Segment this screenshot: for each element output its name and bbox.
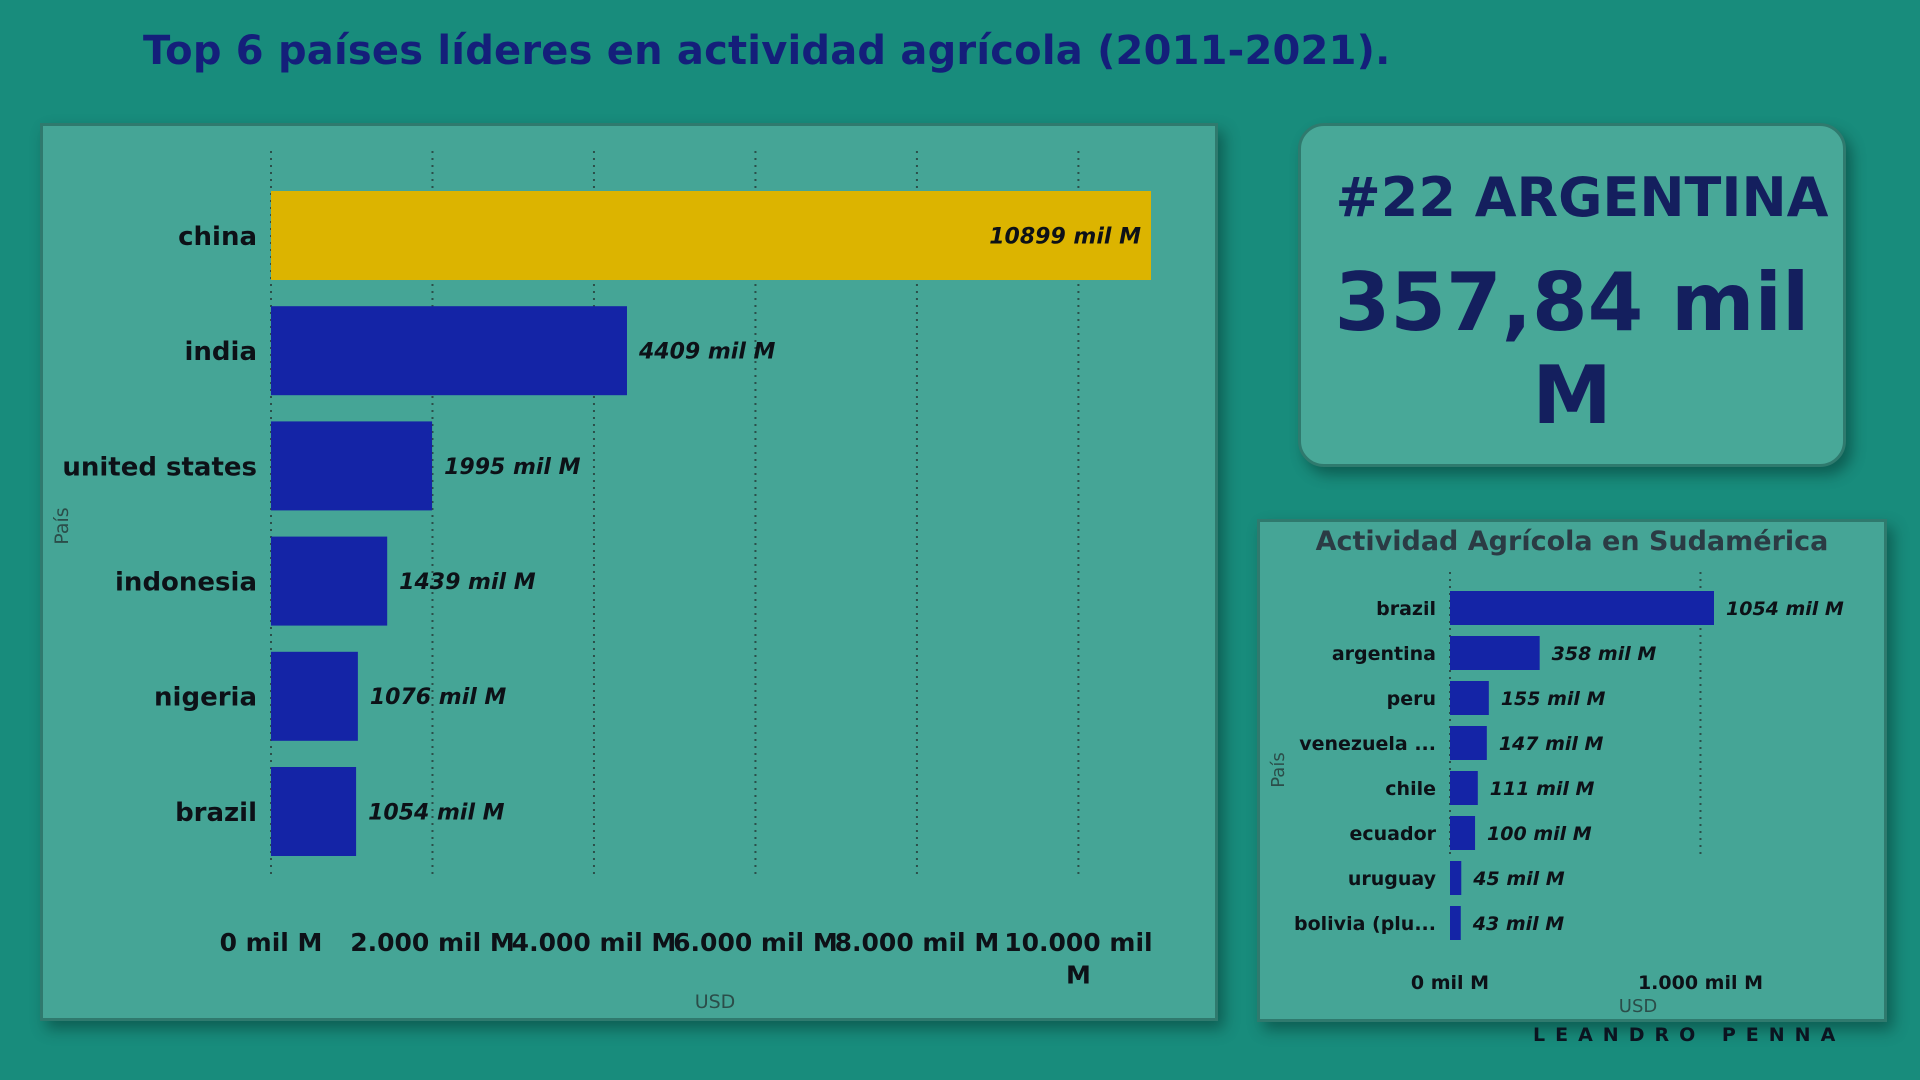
category-label-1: argentina xyxy=(1332,643,1436,665)
tick-label-2: 4.000 mil M xyxy=(512,928,677,957)
page-title: Top 6 países líderes en actividad agríco… xyxy=(143,28,1391,74)
category-label-7: bolivia (plu... xyxy=(1294,913,1436,935)
bar-4 xyxy=(271,651,358,741)
kpi-rank: #22 ARGENTINA xyxy=(1335,166,1829,229)
bar-0 xyxy=(271,191,1151,280)
y-axis-title: País xyxy=(51,507,73,544)
top6-bar-chart[interactable]: china 10899 mil M india 4409 mil M united st… xyxy=(43,126,1215,1018)
data-label-7: 43 mil M xyxy=(1472,913,1564,935)
data-label-5: 100 mil M xyxy=(1487,823,1592,845)
south-america-bar-chart[interactable]: brazil 1054 mil M argentina 358 mil M peru 15… xyxy=(1260,522,1884,1019)
sa-chart-title: Actividad Agrícola en Sudamérica xyxy=(1315,526,1829,557)
category-label-5: ecuador xyxy=(1349,823,1436,845)
tick-label-0: 0 mil M xyxy=(1411,972,1489,994)
kpi-value: 357,84 mil M xyxy=(1334,256,1810,442)
data-label-4: 111 mil M xyxy=(1490,778,1595,800)
data-label-6: 45 mil M xyxy=(1472,868,1564,890)
data-label-3: 1439 mil M xyxy=(399,570,536,595)
tick-label-5: 10.000 mil M xyxy=(1004,928,1152,990)
author-signature: LEANDRO PENNA xyxy=(1533,1024,1846,1046)
bar-5 xyxy=(271,767,357,856)
category-label-2: united states xyxy=(62,452,257,482)
tick-label-1: 1.000 mil M xyxy=(1638,972,1763,994)
category-label-0: brazil xyxy=(1376,598,1436,620)
bar-3 xyxy=(271,536,388,626)
category-label-2: peru xyxy=(1387,688,1436,710)
category-label-3: indonesia xyxy=(115,567,257,597)
bar-6 xyxy=(1450,861,1462,895)
x-axis-title: USD xyxy=(695,991,736,1013)
bar-3 xyxy=(1450,726,1487,760)
category-label-4: nigeria xyxy=(154,683,257,713)
tick-label-4: 8.000 mil M xyxy=(835,928,1000,957)
data-label-4: 1076 mil M xyxy=(370,685,507,710)
bar-1 xyxy=(271,306,627,396)
tick-label-1: 2.000 mil M xyxy=(350,928,515,957)
category-label-6: uruguay xyxy=(1348,868,1437,890)
category-label-3: venezuela ... xyxy=(1299,733,1436,755)
tick-label-0: 0 mil M xyxy=(220,928,323,957)
data-label-1: 4409 mil M xyxy=(638,340,776,365)
data-label-1: 358 mil M xyxy=(1552,643,1657,665)
bar-0 xyxy=(1450,591,1714,625)
argentina-kpi-card: #22 ARGENTINA 357,84 mil M xyxy=(1298,123,1846,467)
category-label-5: brazil xyxy=(175,798,257,828)
category-label-1: india xyxy=(185,337,258,367)
bar-5 xyxy=(1450,816,1476,850)
top6-chart-panel[interactable]: china 10899 mil M india 4409 mil M united st… xyxy=(40,123,1218,1021)
bar-1 xyxy=(1450,636,1540,670)
data-label-2: 155 mil M xyxy=(1501,688,1606,710)
south-america-chart-panel[interactable]: Actividad Agrícola en Sudamérica brazil 1… xyxy=(1257,519,1887,1022)
data-label-3: 147 mil M xyxy=(1499,733,1604,755)
y-axis-title: País xyxy=(1268,752,1289,787)
category-label-4: chile xyxy=(1385,778,1436,800)
data-label-5: 1054 mil M xyxy=(368,800,505,825)
x-axis-title: USD xyxy=(1619,996,1657,1017)
data-label-0: 1054 mil M xyxy=(1726,598,1844,620)
bar-2 xyxy=(271,421,433,511)
bar-2 xyxy=(1450,681,1489,715)
category-label-0: china xyxy=(178,222,257,252)
data-label-0: 10899 mil M xyxy=(989,224,1141,249)
data-label-2: 1995 mil M xyxy=(444,455,581,480)
bar-4 xyxy=(1450,771,1478,805)
bar-7 xyxy=(1450,906,1461,940)
tick-label-3: 6.000 mil M xyxy=(673,928,838,957)
